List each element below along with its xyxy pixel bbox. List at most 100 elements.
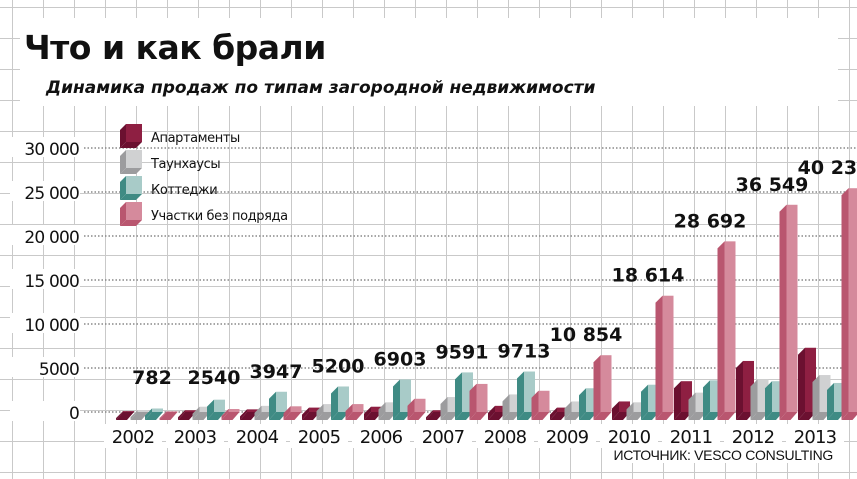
- bar-floor-2006-0: [364, 412, 382, 420]
- bar-2011-Таунхаусы: [695, 392, 707, 412]
- bar-floor-2005-3: [345, 412, 364, 420]
- bar-side-2005-3: [345, 404, 353, 420]
- bar-floor-2010-0: [612, 412, 630, 420]
- bar-2007-Таунхаусы: [447, 397, 459, 412]
- total-label-2005: 5200: [312, 355, 365, 377]
- bar-side-2002-1: [130, 410, 138, 420]
- x-tick-label-bg: [538, 424, 596, 448]
- bar-side-2002-2: [145, 408, 152, 420]
- bar-floor-2005-1: [316, 412, 335, 420]
- bar-side-2010-1: [626, 402, 634, 420]
- bar-2006-Коттеджи: [400, 379, 411, 412]
- x-tick-label-2003: 2003: [174, 427, 217, 448]
- x-tick-label-2010: 2010: [608, 427, 651, 448]
- bar-2004-Участки без подряда: [290, 406, 302, 412]
- bar-2013-Коттеджи: [834, 382, 845, 412]
- y-tick-label: 15 000: [24, 272, 79, 292]
- bar-2002-Апартаменты: [123, 411, 134, 412]
- legend-label-1: Таунхаусы: [150, 157, 220, 172]
- bar-floor-2013-0: [798, 412, 816, 420]
- bar-side-2011-0: [674, 381, 681, 420]
- chart-subtitle: Динамика продаж по типам загородной недв…: [46, 78, 596, 98]
- bar-side-2010-2: [641, 384, 648, 420]
- bar-floor-2004-0: [240, 412, 258, 420]
- bar-2008-Коттеджи: [524, 371, 535, 412]
- bar-side-2011-3: [717, 241, 725, 420]
- legend-label-2: Коттеджи: [151, 183, 217, 198]
- x-tick-label-2006: 2006: [360, 427, 403, 448]
- total-label-2006: 6903: [374, 348, 427, 370]
- bar-side-2009-2: [579, 388, 586, 420]
- bar-floor-2003-0: [178, 412, 196, 420]
- y-tick-label: 0: [69, 404, 79, 424]
- x-tick-label-bg: [352, 424, 410, 448]
- bar-floor-2002-2: [145, 412, 163, 420]
- bar-side-2013-0: [798, 347, 805, 420]
- bar-2009-Участки без подряда: [600, 355, 612, 412]
- legend-swatch-2: [126, 176, 142, 194]
- bar-side-2012-2: [765, 381, 772, 420]
- bar-floor-2007-1: [440, 412, 459, 420]
- y-tick-label: 20 000: [24, 228, 79, 248]
- x-tick-label-bg: [290, 424, 348, 448]
- bar-2007-Участки без подряда: [476, 383, 488, 412]
- x-tick-label-bg: [786, 424, 844, 448]
- bar-side-2007-0: [426, 410, 433, 420]
- x-tick-label-2012: 2012: [732, 427, 775, 448]
- bar-side-2004-2: [269, 391, 276, 420]
- header-panel: [20, 18, 838, 106]
- bar-side-2013-3: [841, 188, 849, 420]
- bar-floor-2006-1: [378, 412, 397, 420]
- bar-2010-Участки без подряда: [662, 295, 674, 412]
- bar-side-2002-3: [159, 411, 167, 420]
- bar-2009-Коттеджи: [586, 388, 597, 412]
- bar-side-2007-2: [455, 372, 462, 420]
- bar-2011-Участки без подряда: [724, 241, 736, 412]
- y-tick-label: 10 000: [24, 316, 79, 336]
- bar-side-2003-3: [221, 409, 229, 420]
- bar-side-2012-0: [736, 360, 743, 420]
- bar-side-2006-2: [393, 379, 400, 420]
- bar-2010-Таунхаусы: [633, 402, 645, 412]
- x-tick-label-2013: 2013: [794, 427, 837, 448]
- legend-swatch-side: [120, 150, 126, 174]
- bar-side-2012-1: [750, 379, 758, 420]
- bar-2005-Таунхаусы: [323, 404, 335, 412]
- y-tick-label: 5000: [39, 360, 79, 380]
- bar-2003-Таунхаусы: [199, 406, 211, 412]
- y-tick-label-bg: [10, 357, 80, 377]
- total-label-2010: 18 614: [612, 265, 685, 287]
- bar-floor-2013-3: [841, 412, 857, 420]
- bar-floor-2013-1: [812, 412, 831, 420]
- bar-floor-2008-1: [502, 412, 521, 420]
- x-tick-label-2007: 2007: [422, 427, 465, 448]
- y-tick-label-bg: [10, 225, 80, 245]
- bar-side-2013-1: [812, 375, 820, 420]
- y-tick-label-bg: [10, 313, 80, 333]
- x-tick-label-bg: [662, 424, 720, 448]
- legend-swatch-0: [126, 124, 142, 142]
- y-tick-label: 25 000: [24, 184, 79, 204]
- bar-2012-Апартаменты: [743, 360, 754, 412]
- total-label-2012: 36 549: [736, 174, 809, 196]
- chart-title: Что и как брали: [24, 28, 326, 67]
- y-tick-label-bg: [10, 269, 80, 289]
- bar-side-2008-3: [531, 390, 539, 420]
- bar-2012-Участки без подряда: [786, 204, 798, 412]
- total-label-2013: 40 230: [798, 157, 857, 179]
- bar-side-2008-1: [502, 394, 510, 420]
- x-tick-label-2009: 2009: [546, 427, 589, 448]
- bar-floor-2009-2: [579, 412, 597, 420]
- source-note: ИСТОЧНИК: VESCO CONSULTING: [611, 447, 835, 463]
- bar-2013-Участки без подряда: [848, 188, 857, 412]
- bar-2011-Коттеджи: [710, 380, 721, 412]
- bar-2003-Коттеджи: [214, 399, 225, 412]
- x-tick-label-bg: [724, 424, 782, 448]
- bar-2008-Таунхаусы: [509, 394, 521, 412]
- bar-floor-2005-0: [302, 412, 320, 420]
- legend-swatch-3: [126, 202, 142, 220]
- bar-floor-2007-0: [426, 412, 444, 420]
- bar-2009-Апартаменты: [557, 407, 568, 412]
- bar-2007-Апартаменты: [433, 410, 444, 412]
